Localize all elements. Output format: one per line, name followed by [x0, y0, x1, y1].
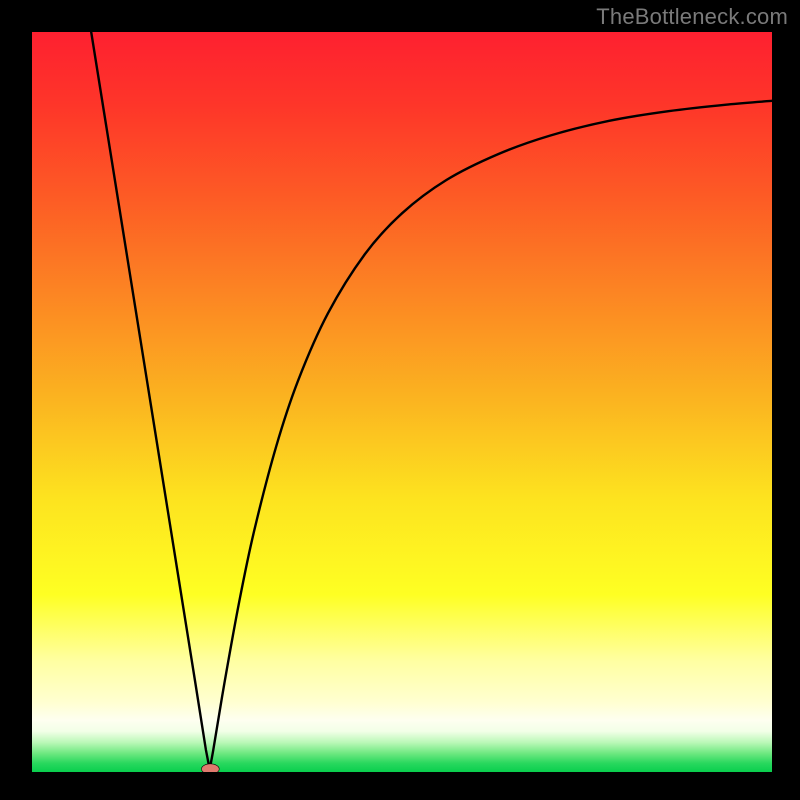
watermark-text: TheBottleneck.com	[596, 4, 788, 30]
dip-marker	[201, 764, 219, 772]
plot-background	[32, 32, 772, 772]
chart-stage: TheBottleneck.com	[0, 0, 800, 800]
plot-area	[32, 32, 772, 772]
plot-svg	[32, 32, 772, 772]
